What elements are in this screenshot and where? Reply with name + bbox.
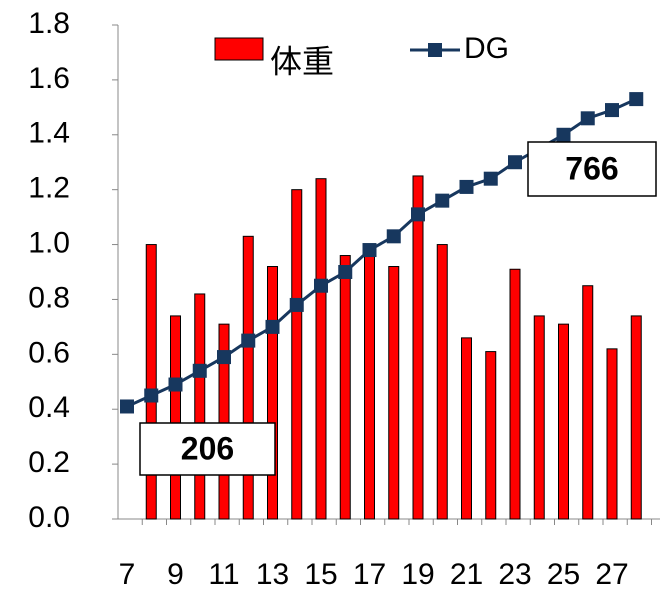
marker xyxy=(120,399,134,414)
y-tick-label: 1.8 xyxy=(28,7,70,40)
marker xyxy=(265,319,280,334)
x-tick-label: 17 xyxy=(353,558,386,590)
marker xyxy=(241,333,256,348)
bar xyxy=(533,315,545,520)
bar xyxy=(485,351,497,520)
x-tick-label: 25 xyxy=(547,558,580,590)
bar xyxy=(194,293,206,520)
y-tick-label: 0.4 xyxy=(28,391,70,424)
bar xyxy=(436,244,448,520)
marker xyxy=(629,92,644,107)
bar xyxy=(606,348,618,520)
y-tick-label: 0.2 xyxy=(28,446,70,479)
bar xyxy=(412,175,424,520)
bar xyxy=(388,266,400,520)
y-tick-label: 0.0 xyxy=(28,501,70,534)
bar xyxy=(509,268,521,520)
y-tick-label: 1.4 xyxy=(28,117,70,150)
marker xyxy=(411,207,425,222)
marker xyxy=(580,111,595,126)
x-tick-label: 7 xyxy=(119,558,136,590)
marker xyxy=(605,103,619,118)
bar xyxy=(558,323,569,520)
bar xyxy=(364,249,375,520)
marker xyxy=(314,278,328,293)
bar xyxy=(315,178,327,520)
marker xyxy=(435,193,450,208)
marker xyxy=(338,265,353,279)
marker xyxy=(483,171,498,186)
x-tick-label: 11 xyxy=(208,558,239,590)
annotation-box xyxy=(527,141,657,197)
bar xyxy=(267,266,278,520)
annotation: 766 xyxy=(565,150,618,186)
marker xyxy=(362,243,377,258)
bar xyxy=(218,323,230,520)
bar xyxy=(630,315,642,520)
marker xyxy=(556,127,571,142)
bar xyxy=(145,244,157,520)
x-tick-label: 27 xyxy=(595,558,628,590)
y-tick-label: 1.6 xyxy=(28,62,70,95)
bar xyxy=(242,235,254,520)
marker xyxy=(508,155,522,170)
marker xyxy=(386,229,401,244)
y-tick-label: 0.8 xyxy=(28,281,70,314)
x-tick-label: 15 xyxy=(304,558,337,590)
bar xyxy=(291,189,303,520)
bar xyxy=(461,337,472,520)
marker xyxy=(192,363,207,378)
legend-marker xyxy=(428,43,442,57)
legend-label: 体重 xyxy=(270,43,334,79)
marker xyxy=(217,350,231,365)
x-tick-label: 23 xyxy=(498,558,531,590)
annotation-box xyxy=(139,422,276,476)
annotation: 206 xyxy=(181,430,234,466)
marker xyxy=(459,179,474,194)
x-tick-label: 9 xyxy=(167,558,184,590)
marker xyxy=(168,377,183,392)
legend-swatch xyxy=(214,37,264,61)
bar xyxy=(170,315,181,520)
marker xyxy=(289,297,304,312)
x-tick-label: 13 xyxy=(256,558,289,590)
y-tick-label: 1.2 xyxy=(28,172,70,205)
x-tick-label: 19 xyxy=(401,558,434,590)
x-tick-label: 21 xyxy=(450,558,483,590)
legend-label: DG xyxy=(464,32,509,65)
y-tick-label: 1.0 xyxy=(28,226,70,259)
bar xyxy=(339,255,351,520)
marker xyxy=(144,388,159,403)
bar xyxy=(582,285,594,520)
y-tick-label: 0.6 xyxy=(28,336,70,369)
